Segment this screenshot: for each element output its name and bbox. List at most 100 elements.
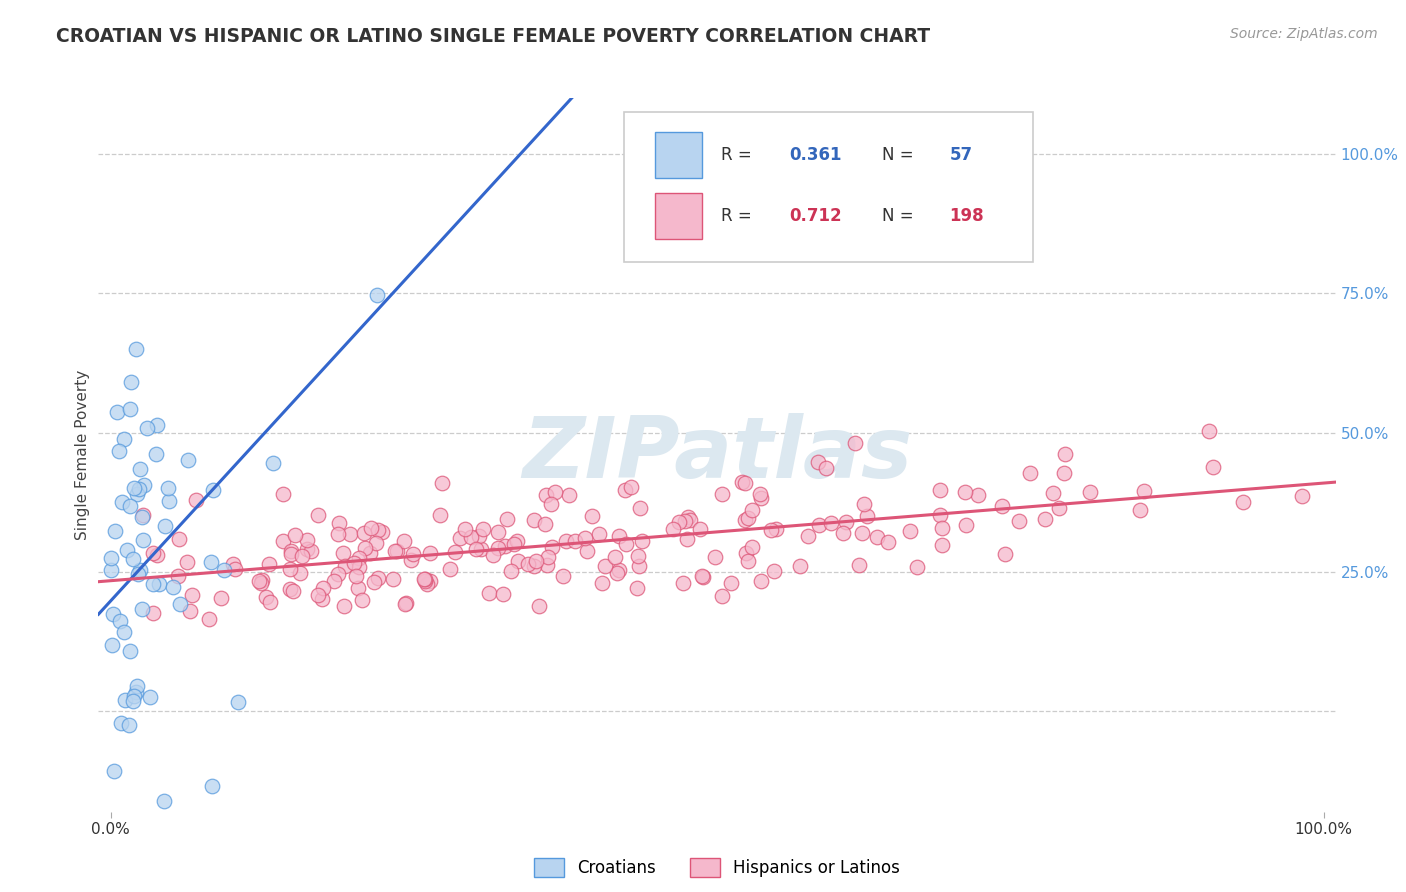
Point — [148, 577, 170, 591]
Y-axis label: Single Female Poverty: Single Female Poverty — [75, 370, 90, 540]
Point — [159, 493, 181, 508]
Point — [419, 574, 441, 588]
Point — [439, 562, 461, 576]
Point — [333, 559, 356, 574]
Point — [120, 401, 142, 416]
Point — [254, 590, 277, 604]
Point — [607, 563, 630, 577]
Point — [628, 559, 651, 574]
Point — [495, 512, 517, 526]
Point — [284, 528, 307, 542]
Point — [271, 533, 294, 548]
Point — [931, 521, 953, 535]
Point — [848, 558, 870, 573]
Point — [122, 481, 145, 495]
Point — [226, 695, 249, 709]
Point — [734, 513, 756, 527]
Point — [606, 566, 628, 580]
Point — [814, 461, 837, 475]
Point — [132, 533, 155, 547]
Point — [128, 483, 150, 497]
Point — [749, 487, 772, 501]
Point — [673, 514, 696, 528]
Point — [353, 525, 375, 540]
Text: 0.361: 0.361 — [789, 146, 841, 164]
Point — [759, 523, 782, 537]
Point — [166, 569, 188, 583]
Point — [131, 508, 153, 523]
Point — [749, 574, 772, 589]
Point — [291, 549, 314, 563]
Point — [614, 483, 637, 498]
Point — [394, 534, 416, 549]
Point — [118, 644, 141, 658]
Point — [524, 554, 547, 568]
Point — [198, 612, 221, 626]
Point — [108, 444, 131, 458]
Point — [574, 531, 596, 545]
Point — [145, 447, 167, 461]
Point — [564, 533, 586, 548]
Point — [111, 495, 134, 509]
Point — [359, 546, 381, 560]
Point — [307, 588, 329, 602]
Point — [741, 503, 763, 517]
Point — [114, 693, 136, 707]
Point — [1232, 495, 1254, 509]
Point — [540, 497, 562, 511]
Point — [1053, 446, 1076, 460]
Point — [1198, 424, 1220, 438]
Point — [142, 577, 165, 591]
Point — [180, 589, 202, 603]
Point — [444, 545, 467, 559]
Point — [555, 534, 578, 549]
Point — [394, 597, 416, 611]
Text: Source: ZipAtlas.com: Source: ZipAtlas.com — [1230, 27, 1378, 41]
Point — [588, 527, 610, 541]
Point — [630, 533, 652, 548]
Point — [541, 541, 564, 555]
Point — [991, 499, 1014, 513]
Point — [575, 543, 598, 558]
Point — [167, 533, 190, 547]
Text: 0.712: 0.712 — [789, 207, 841, 225]
Point — [103, 764, 125, 779]
Point — [533, 516, 555, 531]
Point — [103, 607, 125, 622]
Point — [200, 555, 222, 569]
Point — [299, 544, 322, 558]
Point — [1078, 484, 1101, 499]
Point — [104, 524, 127, 538]
Point — [737, 554, 759, 568]
Point — [537, 550, 560, 565]
Point — [288, 566, 311, 580]
Point — [626, 582, 648, 596]
Point — [349, 550, 371, 565]
Point — [250, 574, 273, 588]
Point — [720, 575, 742, 590]
Point — [735, 546, 758, 560]
Point — [671, 575, 693, 590]
Point — [749, 491, 772, 505]
Point — [179, 604, 201, 618]
Point — [591, 575, 613, 590]
Point — [856, 508, 879, 523]
Point — [127, 566, 149, 581]
Point — [131, 510, 153, 524]
Text: R =: R = — [721, 146, 756, 164]
Point — [156, 482, 179, 496]
Point — [430, 475, 453, 490]
Point — [120, 499, 142, 513]
Point — [125, 684, 148, 698]
Point — [311, 592, 333, 607]
Point — [134, 477, 156, 491]
Point — [259, 594, 281, 608]
Point — [429, 508, 451, 522]
Point — [661, 522, 683, 536]
Point — [360, 521, 382, 535]
Point — [413, 574, 436, 589]
Point — [865, 531, 887, 545]
Point — [278, 582, 301, 596]
Point — [1133, 484, 1156, 499]
Point — [523, 513, 546, 527]
